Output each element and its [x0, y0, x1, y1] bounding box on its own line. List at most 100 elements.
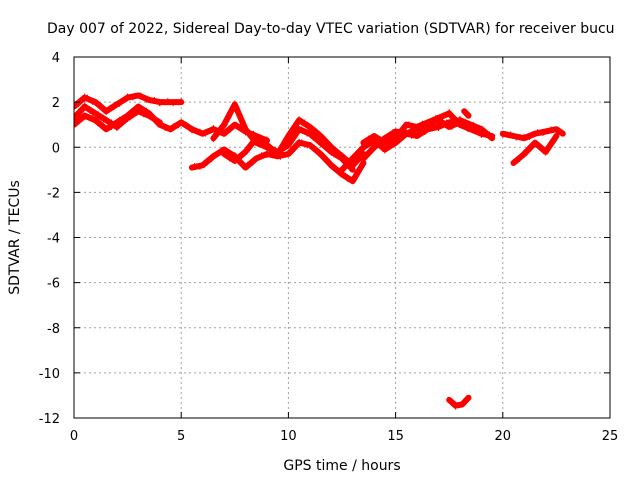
data-point: [95, 102, 100, 107]
data-point: [149, 99, 154, 104]
data-point: [506, 133, 511, 138]
y-tick-label: -4: [47, 232, 60, 247]
data-point: [327, 140, 332, 145]
data-point: [109, 106, 114, 111]
data-point: [359, 148, 364, 153]
data-point: [152, 96, 157, 101]
data-point: [547, 145, 552, 150]
data-point: [228, 128, 233, 133]
data-point: [128, 95, 133, 100]
data-point: [241, 164, 246, 169]
data-point: [88, 110, 93, 115]
data-point: [460, 120, 465, 125]
data-point: [532, 132, 537, 137]
data-point: [477, 128, 482, 133]
data-point: [104, 111, 109, 116]
data-point: [152, 117, 157, 122]
data-point: [361, 157, 366, 162]
y-tick-label: -8: [47, 322, 60, 337]
data-point: [222, 150, 227, 155]
data-point: [470, 122, 475, 127]
data-point: [295, 121, 300, 126]
data-point: [236, 109, 241, 114]
data-point: [395, 140, 400, 145]
data-point: [314, 128, 319, 133]
data-point: [294, 143, 299, 148]
data-point: [82, 115, 87, 120]
data-point: [465, 128, 470, 133]
data-point: [312, 144, 317, 149]
data-point: [242, 123, 247, 128]
data-point: [322, 137, 327, 142]
ticks: 0 5 10 15 20 25 -12 -10 -8 -6 -4 -2 0 2 4: [39, 51, 619, 444]
data-point: [322, 145, 327, 150]
data-point: [485, 132, 490, 137]
data-point: [331, 167, 336, 172]
data-point: [374, 144, 379, 149]
data-point: [147, 114, 152, 119]
data-point: [457, 118, 462, 123]
data-point: [141, 95, 146, 100]
data-point: [342, 174, 347, 179]
data-point: [472, 126, 477, 131]
data-point: [117, 102, 122, 107]
data-point: [224, 153, 229, 158]
data-point: [312, 129, 317, 134]
data-point: [85, 106, 90, 111]
data-point: [382, 138, 387, 143]
data-point: [232, 121, 237, 126]
data-point: [144, 111, 149, 116]
data-point: [305, 132, 310, 137]
data-point: [122, 98, 127, 103]
data-point: [423, 125, 428, 130]
data-point: [539, 146, 544, 151]
data-point: [235, 125, 240, 130]
data-point: [139, 110, 143, 115]
data-point: [519, 136, 524, 141]
data-point: [340, 155, 344, 160]
data-point: [382, 149, 387, 154]
data-point: [299, 120, 304, 125]
data-point: [333, 150, 338, 155]
data-point: [251, 130, 256, 135]
data-point: [195, 130, 200, 135]
data-point: [447, 109, 452, 114]
data-point: [256, 156, 261, 161]
data-point: [380, 147, 385, 152]
data-point: [197, 165, 202, 170]
data-point: [125, 93, 130, 98]
data-point: [329, 143, 334, 148]
data-point: [400, 136, 405, 141]
data-point: [417, 124, 422, 129]
data-point: [97, 120, 102, 125]
data-point: [90, 100, 95, 105]
data-point: [128, 116, 133, 121]
data-point: [455, 122, 460, 127]
data-point: [249, 162, 254, 167]
data-point: [211, 138, 216, 143]
y-axis-label: SDTVAR / TECUs: [7, 180, 23, 295]
series-track-1: [74, 92, 185, 116]
data-point: [423, 130, 428, 135]
data-point: [554, 129, 559, 134]
data-point: [278, 155, 283, 160]
data-point: [556, 127, 561, 132]
data-point: [367, 151, 372, 156]
data-point: [462, 402, 467, 407]
data-point: [74, 115, 79, 120]
data-point: [101, 118, 106, 123]
data-point: [168, 128, 173, 133]
data-point: [320, 153, 325, 158]
data-point: [487, 136, 492, 141]
data-point: [520, 154, 525, 159]
data-point: [254, 138, 259, 143]
data-point: [537, 142, 542, 147]
data-point: [80, 117, 85, 122]
data-point: [503, 131, 508, 136]
data-point: [322, 157, 327, 162]
data-point: [420, 124, 425, 129]
data-point: [307, 130, 312, 135]
data-point: [88, 97, 93, 102]
data-point: [106, 120, 111, 125]
data-point: [226, 116, 231, 121]
